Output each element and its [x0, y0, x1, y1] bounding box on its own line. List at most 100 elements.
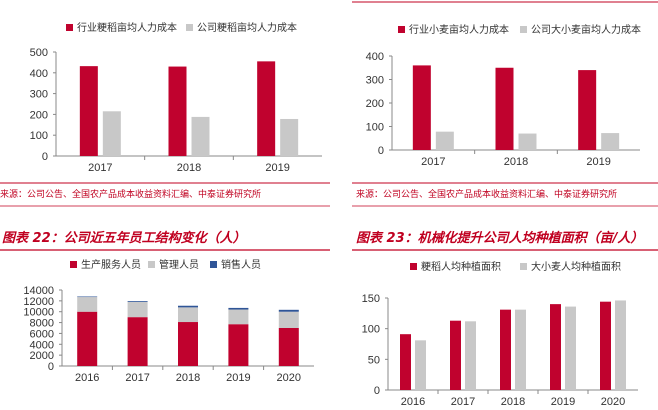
y-tick-label: 0: [42, 151, 48, 163]
x-tick-label: 2017: [421, 156, 445, 168]
legend-label: 生产服务人员: [81, 258, 141, 271]
bar-销售人员: [228, 307, 249, 310]
bar-管理人员: [228, 309, 249, 325]
figure-title-23: 图表 23：机械化提升公司人均种植面积（亩/人）: [356, 230, 643, 246]
legend-swatch: [70, 261, 77, 268]
x-tick-label: 2016: [75, 372, 99, 384]
figure-title-22: 图表 22：公司近五年员工结构变化（人）: [2, 230, 246, 246]
y-tick-label: 300: [366, 75, 384, 87]
legend-label: 行业小麦亩均人力成本: [409, 23, 509, 36]
x-tick-label: 2018: [501, 396, 525, 408]
legend-swatch: [410, 263, 417, 270]
chart-br: 0 50 100 150 2016 2017 2018 2019 2020 粳稻人均种植面积 大小麦…: [362, 260, 638, 408]
chart-tr: 0 100 200 300 400 2017 2018 2019 行业小麦亩均人力成本 公司大小麦…: [366, 23, 641, 168]
legend-label: 粳稻人均种植面积: [421, 260, 501, 273]
legend-label: 公司大小麦亩均人力成本: [531, 23, 641, 36]
x-tick-label: 2017: [125, 372, 149, 384]
bar-生产服务人员: [178, 322, 198, 366]
legend-swatch: [520, 263, 527, 270]
bar-粳稻人均种植面积: [500, 309, 511, 390]
x-tick-label: 2018: [504, 156, 528, 168]
legend-swatch: [186, 24, 193, 31]
y-tick-label: 0: [378, 145, 384, 157]
bar-行业粳稻亩均人力成本: [168, 66, 187, 156]
x-tick-label: 2019: [586, 156, 610, 168]
y-tick-label: 300: [30, 89, 48, 101]
y-tick-label: 200: [366, 98, 384, 110]
legend-label: 公司粳稻亩均人力成本: [197, 21, 297, 34]
bar-大小麦人均种植面积: [415, 340, 426, 390]
y-tick-label: 50: [368, 354, 380, 366]
bar-公司粳稻亩均人力成本: [280, 118, 299, 156]
bar-行业粳稻亩均人力成本: [79, 66, 98, 156]
y-tick-label: 400: [30, 68, 48, 80]
y-tick-label: 0: [48, 361, 54, 373]
legend-label: 行业粳稻亩均人力成本: [77, 21, 177, 34]
bar-公司大小麦亩均人力成本: [518, 133, 537, 150]
y-tick-label: 0: [374, 385, 380, 397]
bar-生产服务人员: [278, 328, 299, 366]
bar-销售人员: [278, 309, 299, 312]
y-tick-label: 8000: [30, 318, 54, 330]
legend-label: 管理人员: [159, 258, 199, 271]
x-tick-label: 2017: [451, 396, 475, 408]
bar-粳稻人均种植面积: [550, 304, 561, 390]
bar-大小麦人均种植面积: [615, 300, 626, 390]
y-tick-label: 200: [30, 109, 48, 121]
y-tick-label: 100: [366, 122, 384, 134]
legend-swatch: [66, 24, 73, 31]
bar-公司大小麦亩均人力成本: [435, 131, 454, 150]
bar-管理人员: [77, 297, 98, 312]
x-tick-label: 2020: [601, 396, 625, 408]
legend-swatch: [398, 26, 405, 33]
bar-行业粳稻亩均人力成本: [257, 61, 276, 156]
bar-粳稻人均种植面积: [400, 334, 411, 390]
y-tick-label: 4000: [30, 339, 54, 351]
legend-swatch: [520, 26, 527, 33]
bar-管理人员: [178, 307, 198, 323]
bar-公司粳稻亩均人力成本: [191, 116, 210, 156]
y-tick-label: 6000: [30, 328, 54, 340]
y-tick-label: 100: [30, 130, 48, 142]
x-tick-label: 2019: [226, 372, 250, 384]
y-tick-label: 400: [366, 51, 384, 63]
y-tick-label: 2000: [30, 350, 54, 362]
y-tick-label: 12000: [23, 296, 54, 308]
chart-tl: 0 100 200 300 400 500 2017 2018 2019 行业粳稻亩均人力成本 公司…: [30, 21, 322, 174]
x-tick-label: 2016: [401, 396, 425, 408]
bar-公司大小麦亩均人力成本: [601, 133, 620, 150]
legend-label: 销售人员: [221, 258, 261, 271]
x-tick-label: 2020: [277, 372, 301, 384]
source-note-tr: 来源：公司公告、全国农产品成本收益资料汇编、中泰证券研究所: [356, 188, 617, 200]
y-tick-label: 100: [362, 324, 380, 336]
bar-行业小麦亩均人力成本: [495, 67, 514, 150]
bar-大小麦人均种植面积: [565, 306, 576, 390]
bar-销售人员: [127, 301, 148, 302]
legend-swatch: [148, 261, 155, 268]
x-tick-label: 2019: [265, 162, 289, 174]
bar-销售人员: [178, 305, 198, 308]
bar-行业小麦亩均人力成本: [412, 65, 431, 150]
bar-生产服务人员: [228, 324, 249, 366]
bar-管理人员: [278, 311, 299, 328]
legend-label: 大小麦人均种植面积: [531, 260, 621, 273]
y-tick-label: 14000: [23, 285, 54, 297]
y-tick-label: 500: [30, 47, 48, 59]
x-tick-label: 2019: [551, 396, 575, 408]
x-tick-label: 2017: [88, 162, 112, 174]
bar-公司粳稻亩均人力成本: [102, 111, 121, 156]
bar-大小麦人均种植面积: [515, 309, 526, 390]
bar-粳稻人均种植面积: [450, 320, 461, 390]
legend-swatch: [210, 261, 217, 268]
bar-大小麦人均种植面积: [465, 321, 476, 390]
bar-管理人员: [127, 301, 148, 318]
y-tick-label: 150: [362, 293, 380, 305]
x-tick-label: 2018: [177, 162, 201, 174]
source-note-tl: 来源：公司公告、全国农产品成本收益资料汇编、中泰证券研究所: [0, 188, 261, 200]
bar-粳稻人均种植面积: [600, 301, 611, 390]
bar-行业小麦亩均人力成本: [578, 70, 597, 150]
y-tick-label: 10000: [23, 307, 54, 319]
bar-销售人员: [77, 296, 98, 298]
